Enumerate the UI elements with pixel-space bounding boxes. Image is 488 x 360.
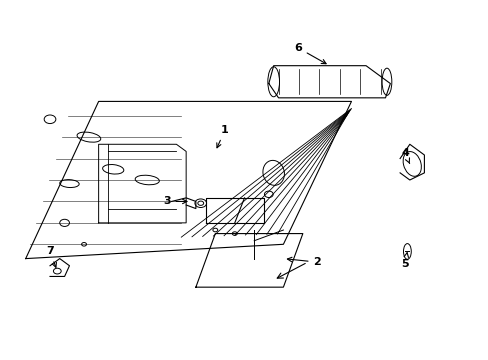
Text: 3: 3 [163,197,186,206]
Text: 6: 6 [293,43,325,64]
Text: 7: 7 [46,247,56,267]
Text: 5: 5 [400,253,408,269]
Text: 1: 1 [216,125,228,148]
Text: 4: 4 [400,148,409,163]
Text: 2: 2 [287,257,321,267]
